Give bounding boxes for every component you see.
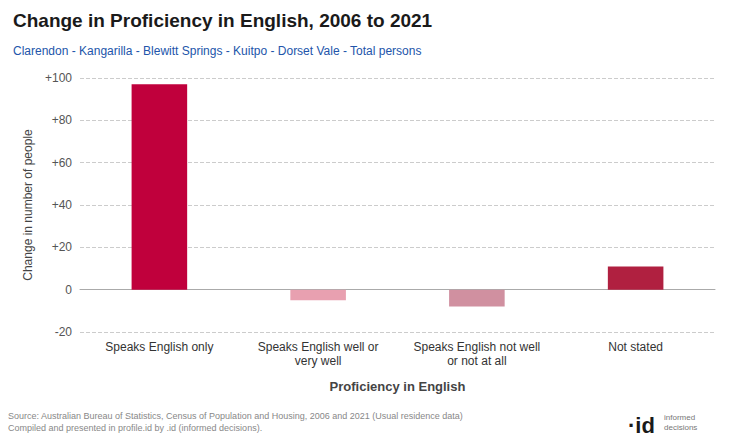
svg-text:+80: +80: [52, 113, 73, 127]
svg-text:-20: -20: [55, 325, 73, 339]
svg-text:Proficiency in English: Proficiency in English: [330, 379, 466, 394]
svg-text:+60: +60: [52, 156, 73, 170]
svg-text:0: 0: [65, 283, 72, 297]
svg-text:Compiled and presented in prof: Compiled and presented in profile.id by …: [8, 423, 262, 433]
svg-text:Change in number of people: Change in number of people: [21, 129, 35, 281]
svg-text:Speaks English well or: Speaks English well or: [258, 340, 379, 354]
svg-text:Speaks English not well: Speaks English not well: [414, 340, 541, 354]
svg-text:decisions: decisions: [664, 423, 697, 432]
svg-text:+40: +40: [52, 198, 73, 212]
svg-text:very well: very well: [295, 354, 342, 368]
svg-text:+100: +100: [45, 71, 72, 85]
svg-text:Not stated: Not stated: [608, 340, 663, 354]
svg-text:Source: Australian Bureau of S: Source: Australian Bureau of Statistics,…: [8, 411, 463, 421]
svg-text:Change in Proficiency in Engli: Change in Proficiency in English, 2006 t…: [13, 10, 433, 31]
svg-text:or not at all: or not at all: [447, 354, 506, 368]
svg-text:Clarendon - Kangarilla - Blewi: Clarendon - Kangarilla - Blewitt Springs…: [13, 44, 421, 58]
svg-text:+20: +20: [52, 240, 73, 254]
svg-text:informed: informed: [664, 413, 695, 422]
svg-text:·id: ·id: [628, 413, 655, 438]
svg-text:Speaks English only: Speaks English only: [105, 340, 213, 354]
